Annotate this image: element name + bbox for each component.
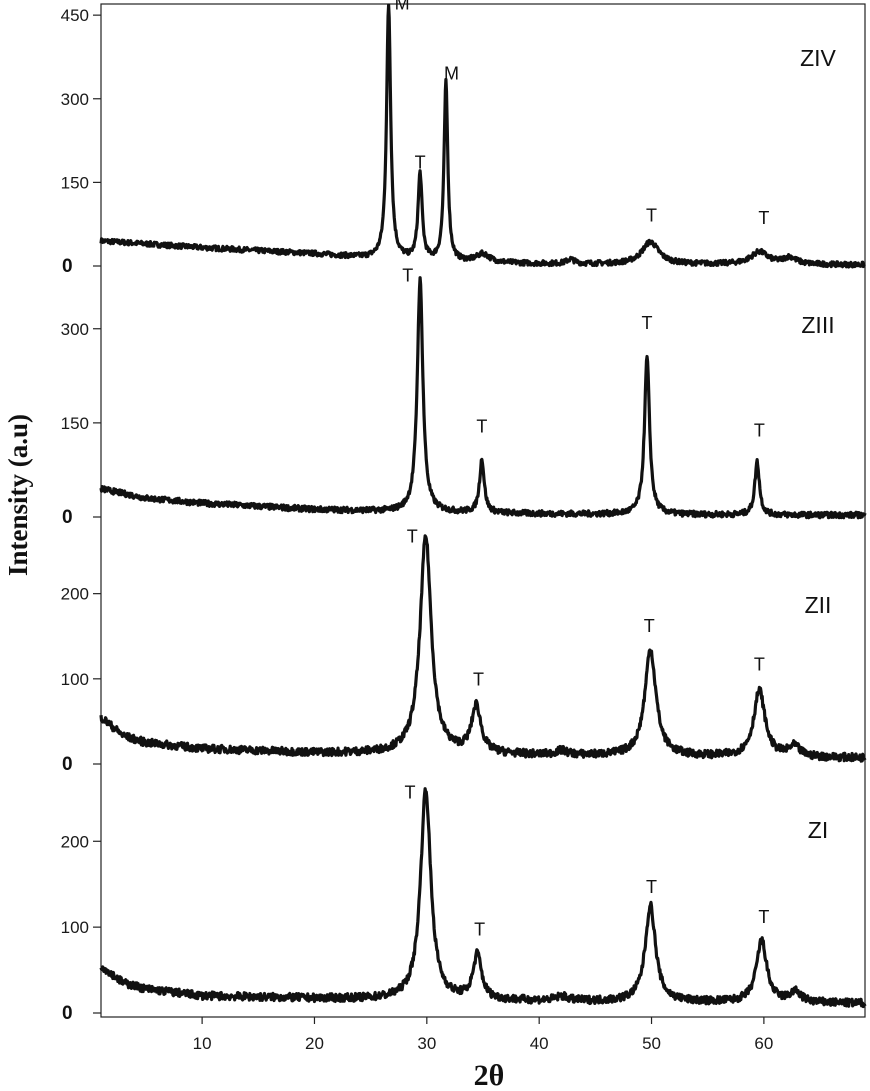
peak-label: T [476, 416, 487, 436]
panel-label: ZIV [800, 45, 836, 71]
y-tick-label: 150 [61, 414, 89, 433]
y-axis-title: Intensity (a.u) [3, 414, 33, 576]
peak-label: M [444, 63, 459, 83]
plot-frame [100, 3, 866, 1018]
y-tick-label: 150 [61, 173, 89, 192]
x-tick-label: 10 [193, 1034, 212, 1053]
y-tick-label: 100 [61, 918, 89, 937]
peak-label: T [474, 920, 485, 940]
peak-label: T [758, 208, 769, 228]
peak-label: T [473, 670, 484, 690]
x-axis-title: 2θ [474, 1059, 505, 1091]
y-tick-label: 450 [61, 6, 89, 25]
panel-ziii: 0 150 300 T T T T ZIII [61, 266, 867, 528]
peak-label: M [395, 0, 410, 14]
series-ziv [99, 3, 867, 269]
x-tick-label: 20 [305, 1034, 324, 1053]
panel-label: ZII [805, 592, 832, 618]
panel-zi: 0 100 200 T T T T ZI [61, 782, 867, 1024]
peak-label: T [415, 152, 426, 172]
x-axis: 10 20 30 40 50 60 [193, 1017, 773, 1053]
x-tick-label: 40 [530, 1034, 549, 1053]
peak-label: T [402, 266, 413, 286]
y-tick-label: 0 [62, 256, 73, 277]
panel-label: ZIII [801, 312, 834, 338]
peak-label: T [646, 205, 657, 225]
panel-ziv: 0 150 300 450 M T M T T ZIV [61, 0, 867, 277]
series-zi [99, 787, 867, 1009]
series-zii [99, 534, 867, 763]
y-tick-label: 0 [62, 1003, 73, 1024]
peak-label: T [758, 907, 769, 927]
peak-label: T [646, 877, 657, 897]
x-tick-label: 50 [642, 1034, 661, 1053]
x-tick-label: 30 [417, 1034, 436, 1053]
x-tick-label: 60 [754, 1034, 773, 1053]
y-tick-label: 0 [62, 507, 73, 528]
y-tick-label: 200 [61, 832, 89, 851]
y-tick-label: 200 [61, 585, 89, 604]
panels-group: 0 150 300 450 M T M T T ZIV 0 150 300 T T T T ZIII 0 100 200… [61, 0, 867, 1024]
peak-label: T [754, 654, 765, 674]
series-ziii [99, 276, 867, 520]
y-tick-label: 300 [61, 320, 89, 339]
y-tick-label: 100 [61, 670, 89, 689]
y-tick-label: 0 [62, 754, 73, 775]
peak-label: T [644, 616, 655, 636]
y-tick-label: 300 [61, 90, 89, 109]
panel-zii: 0 100 200 T T T T ZII [61, 527, 867, 775]
peak-label: T [407, 527, 418, 547]
peak-label: T [642, 313, 653, 333]
panel-label: ZI [808, 817, 828, 843]
peak-label: T [754, 421, 765, 441]
peak-label: T [404, 782, 415, 802]
